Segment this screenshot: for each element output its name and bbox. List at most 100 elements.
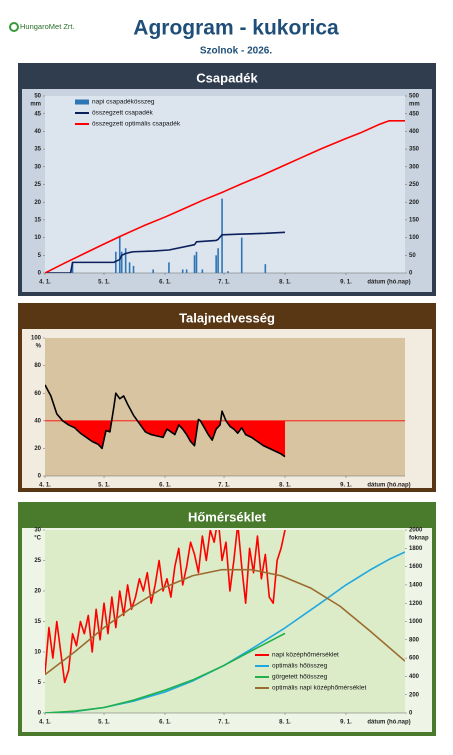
panel: Hőmérséklet 0 5 10 15 20 25 30 0 200 400 600 800 1000… [18,502,436,736]
y2-axis-label: mm [409,102,420,108]
logo-icon [9,22,19,32]
y-tick-label: 10 [34,235,41,241]
bar [195,251,198,273]
y-tick-label: 5 [38,680,42,686]
y2-tick-label: 1200 [409,601,423,607]
bar [152,269,154,273]
plot [45,119,405,273]
y2-tick-label: 600 [409,656,420,662]
deficit-area [45,420,285,457]
y-axis-label: mm [30,102,41,108]
legend-label: összegzett csapadék [92,110,153,117]
x-axis-label: dátum (hó.nap) [367,483,410,489]
y-tick-label: 20 [34,446,41,452]
bar [217,248,219,273]
y2-tick-label: 150 [409,217,420,223]
x-tick-label: 7. 1. [218,720,230,726]
y-tick-label: 20 [34,200,41,206]
plot-area [45,338,405,476]
x-tick-label: 9. 1. [340,720,352,726]
plot [45,530,405,713]
x-tick-label: 7. 1. [218,280,230,286]
y-tick-label: 80 [34,363,41,369]
x-tick-label: 6. 1. [159,483,171,489]
panel-title-bar [22,67,432,89]
legend-swatch [75,99,89,105]
y-tick-label: 100 [31,336,42,342]
x-tick-label: 5. 1. [98,483,110,489]
y-tick-label: 0 [38,711,42,717]
y2-tick-label: 0 [409,711,413,717]
panel: Csapadék05101520253035404550050100150200… [18,63,436,296]
bar [115,251,117,273]
y-tick-label: 40 [34,129,41,135]
x-tick-label: 8. 1. [279,720,291,726]
y-tick-label: 10 [34,650,41,656]
bar [71,262,74,273]
series-line [45,119,405,273]
y-tick-label: 25 [34,182,41,188]
panel-title: Talajnedvesség [179,310,275,325]
legend-label: napi csapadékösszeg [92,99,155,106]
x-tick-label: 6. 1. [159,720,171,726]
legend-label: optimális hőösszeg [272,663,328,670]
y2-tick-label: 1800 [409,546,423,552]
series-line [45,231,286,273]
x-axis-label: dátum (hó.nap) [367,720,410,726]
bar [120,251,123,273]
y2-tick-label: 1400 [409,582,423,588]
y-tick-label: 15 [34,619,41,625]
x-tick-label: 7. 1. [218,483,230,489]
bar [193,255,196,273]
panel-title: Hőmérséklet [188,509,267,524]
x-tick-label: 9. 1. [340,483,352,489]
logo-text: HungaroMet Zrt. [20,22,75,31]
y-tick-label: 35 [34,147,41,153]
y-tick-label: 20 [34,589,41,595]
x-tick-label: 8. 1. [279,280,291,286]
x-tick-label: 5. 1. [98,280,110,286]
y2-tick-label: 2000 [409,528,423,534]
bar [264,264,267,273]
y2-tick-label: 400 [409,129,420,135]
y2-tick-label: 400 [409,674,420,680]
bar [168,262,170,273]
y2-tick-label: 350 [409,147,420,153]
legend-label: napi középhőmérséklet [272,652,339,659]
bar [185,269,188,273]
bar [240,237,243,273]
bar [132,265,135,273]
y-tick-label: 25 [34,558,41,564]
bar [201,269,204,273]
x-tick-label: 4. 1. [39,280,51,286]
y2-tick-label: 800 [409,637,420,643]
y-tick-label: 30 [34,164,41,170]
y2-tick-label: 200 [409,200,420,206]
y2-tick-label: 1000 [409,619,423,625]
series-line [45,568,405,676]
plot [45,384,405,458]
y2-tick-label: 300 [409,164,420,170]
x-tick-label: 4. 1. [39,483,51,489]
bar [128,262,131,273]
y2-tick-label: 0 [409,271,413,277]
legend-label: optimális napi középhőmérséklet [272,685,366,692]
y-tick-label: 40 [34,418,41,424]
y2-tick-label: 100 [409,235,420,241]
legend-label: összegzett optimális csapadék [92,121,181,128]
series-line [45,530,286,684]
y2-tick-label: 500 [409,94,420,100]
y2-tick-label: 200 [409,692,420,698]
page-subtitle: Szolnok - 2026. [200,46,272,57]
y-axis-label: °C [34,536,41,542]
bar [215,255,217,273]
y2-axis-label: foknap [409,536,429,542]
page-title: Agrogram - kukorica [133,17,339,40]
y-tick-label: 30 [34,528,41,534]
series-line [45,384,286,458]
series-line [45,632,286,713]
bar [118,235,121,273]
y-tick-label: 50 [34,94,41,100]
